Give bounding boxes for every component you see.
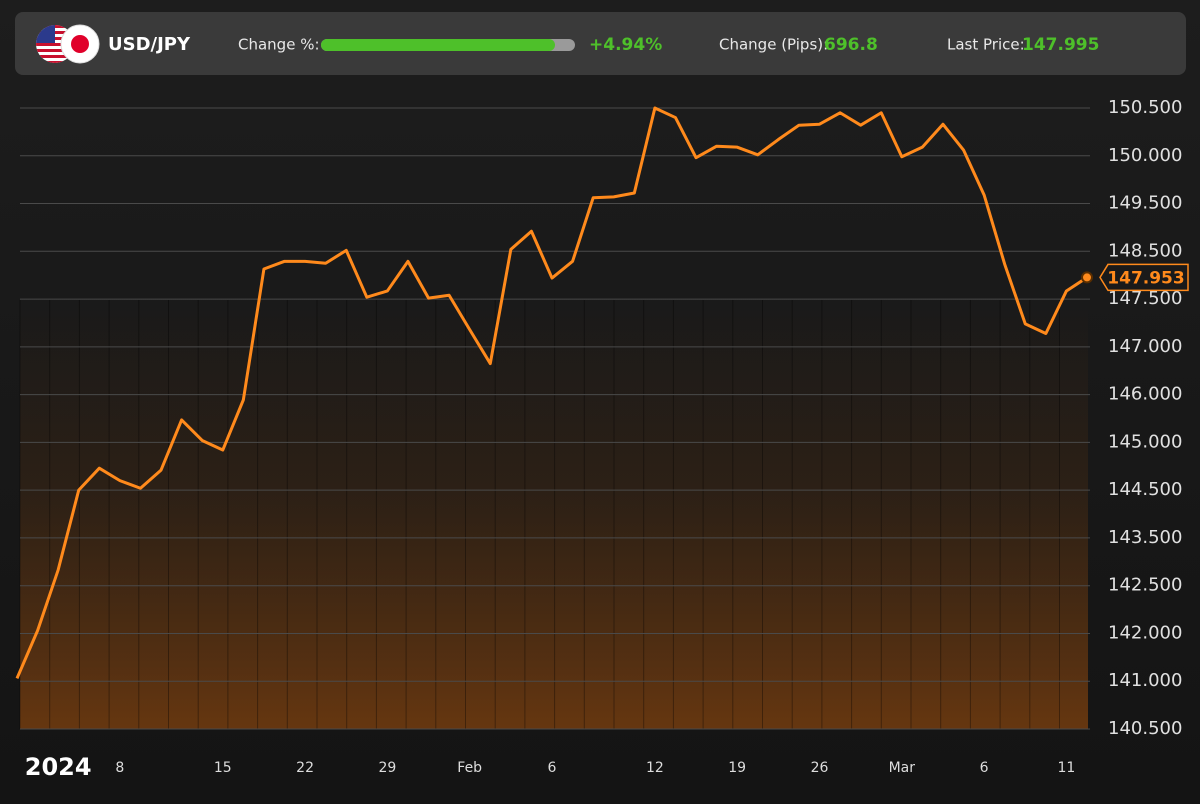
glow	[20, 300, 1088, 729]
change-pct: +4.94%	[589, 35, 662, 55]
x-tick-label: 22	[296, 760, 314, 776]
x-tick-label: 8	[115, 760, 124, 776]
last-point	[1081, 271, 1093, 284]
x-tick-label: 6	[980, 760, 989, 776]
y-tick-label: 147.500	[1108, 288, 1182, 309]
y-tick-label: 143.500	[1108, 527, 1182, 548]
y-tick-label: 142.500	[1108, 575, 1182, 596]
x-tick-label: 29	[378, 760, 396, 776]
pair: USD/JPY	[108, 34, 191, 55]
y-tick-label: 150.000	[1108, 145, 1182, 166]
y-tick-label: 141.000	[1108, 670, 1182, 691]
y-tick-label: 149.500	[1108, 193, 1182, 214]
price-callout	[1099, 263, 1189, 292]
header-bar	[15, 12, 1186, 75]
last-label: Last Price:	[947, 36, 1025, 54]
x-tick-label: 26	[811, 760, 829, 776]
x-tick-label: 15	[214, 760, 232, 776]
pips-label: Change (Pips):	[719, 36, 828, 54]
y-tick-label: 147.000	[1108, 336, 1182, 357]
pips: 696.8	[824, 35, 878, 55]
x-tick-label: 2024	[25, 753, 92, 781]
x-tick-label: 11	[1058, 760, 1076, 776]
progress-fill	[321, 39, 555, 51]
price-line	[15, 106, 1088, 679]
x-tick-label: Feb	[457, 760, 482, 776]
x-tick-label: Mar	[889, 760, 916, 776]
last-price: 147.995	[1022, 35, 1099, 55]
change-pct-label: Change %:	[238, 36, 320, 54]
y-tick-label: 145.000	[1108, 431, 1182, 452]
y-tick-label: 148.500	[1108, 240, 1182, 261]
x-tick-label: 12	[646, 760, 664, 776]
x-tick-label: 6	[548, 760, 557, 776]
y-tick-label: 146.000	[1108, 384, 1182, 405]
y-tick-label: 142.000	[1108, 622, 1182, 643]
price-callout-label: 147.953	[1107, 268, 1184, 288]
y-tick-label: 140.500	[1108, 718, 1182, 739]
columns	[19, 300, 1060, 729]
x-tick-label: 19	[728, 760, 746, 776]
y-tick-label: 150.500	[1108, 97, 1182, 118]
y-tick-label: 144.500	[1108, 479, 1182, 500]
jp-flag-dot	[71, 35, 89, 53]
